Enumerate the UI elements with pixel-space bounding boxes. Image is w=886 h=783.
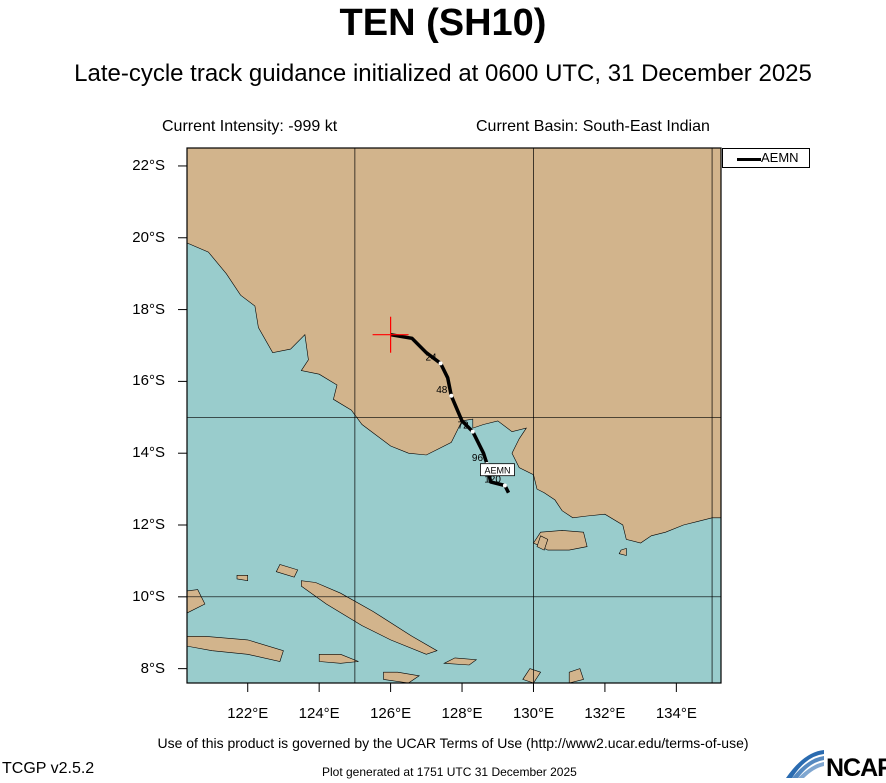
flores-island <box>187 635 284 662</box>
tanimbar-island <box>568 668 584 683</box>
australia-landmass <box>187 148 721 544</box>
track-tau-marker <box>449 393 454 398</box>
track-tau-marker <box>502 483 507 488</box>
lon-tick-label: 130°E <box>512 705 554 722</box>
lat-tick-label: 22°S <box>132 156 165 174</box>
aemn-track-line <box>390 332 511 494</box>
generated-timestamp: Plot generated at 1751 UTC 31 December 2… <box>322 765 577 779</box>
melville-island <box>533 530 588 551</box>
lat-tick-label: 18°S <box>132 300 165 318</box>
lat-tick-label: 10°S <box>132 587 165 605</box>
legend-label: AEMN <box>761 150 799 165</box>
savu-island <box>236 574 248 582</box>
page-subtitle: Late-cycle track guidance initialized at… <box>74 60 812 87</box>
lon-tick-label: 126°E <box>370 705 412 722</box>
track-tau-label: 72 <box>458 421 470 432</box>
map-legend: AEMN <box>722 148 810 168</box>
version-label: TCGP v2.5.2 <box>2 760 95 777</box>
croker-island <box>618 547 627 556</box>
lon-tick-label: 122°E <box>227 705 269 722</box>
track-tau-label: 48 <box>436 385 448 396</box>
page-title: TEN (SH10) <box>339 2 547 44</box>
lat-tick-label: 14°S <box>132 444 165 462</box>
lat-tick-label: 8°S <box>140 659 165 677</box>
lon-tick-label: 128°E <box>441 705 483 722</box>
lat-tick-label: 20°S <box>132 228 165 246</box>
lon-tick-label: 124°E <box>298 705 340 722</box>
lat-tick-label: 12°S <box>132 516 165 533</box>
track-tau-label: 96 <box>472 453 484 464</box>
map-frame <box>186 147 722 684</box>
ncar-logo-text: NCAR <box>826 754 886 782</box>
lat-tick-label: 16°S <box>132 372 165 390</box>
leti-island <box>443 657 478 666</box>
ncar-logo-icon <box>786 750 824 778</box>
timor-island <box>300 580 438 655</box>
alor-island <box>318 653 359 664</box>
track-tau-marker <box>438 361 443 366</box>
lon-tick-label: 132°E <box>584 705 626 722</box>
track-tau-label: 120 <box>484 475 501 486</box>
terms-of-use-note: Use of this product is governed by the U… <box>157 735 749 751</box>
track-end-label-box <box>480 463 515 477</box>
rote-island <box>275 564 299 578</box>
track-end-label: AEMN <box>484 466 510 476</box>
current-basin: Current Basin: South-East Indian <box>476 118 710 135</box>
track-tau-label: 24 <box>425 352 437 363</box>
babar-island <box>522 668 542 683</box>
lon-tick-label: 134°E <box>655 705 697 722</box>
track-tau-marker <box>470 429 475 434</box>
legend-line-swatch <box>737 158 761 161</box>
current-intensity: Current Intensity: -999 kt <box>162 118 338 135</box>
sumba-island <box>187 589 206 614</box>
bathurst-island <box>536 535 549 551</box>
